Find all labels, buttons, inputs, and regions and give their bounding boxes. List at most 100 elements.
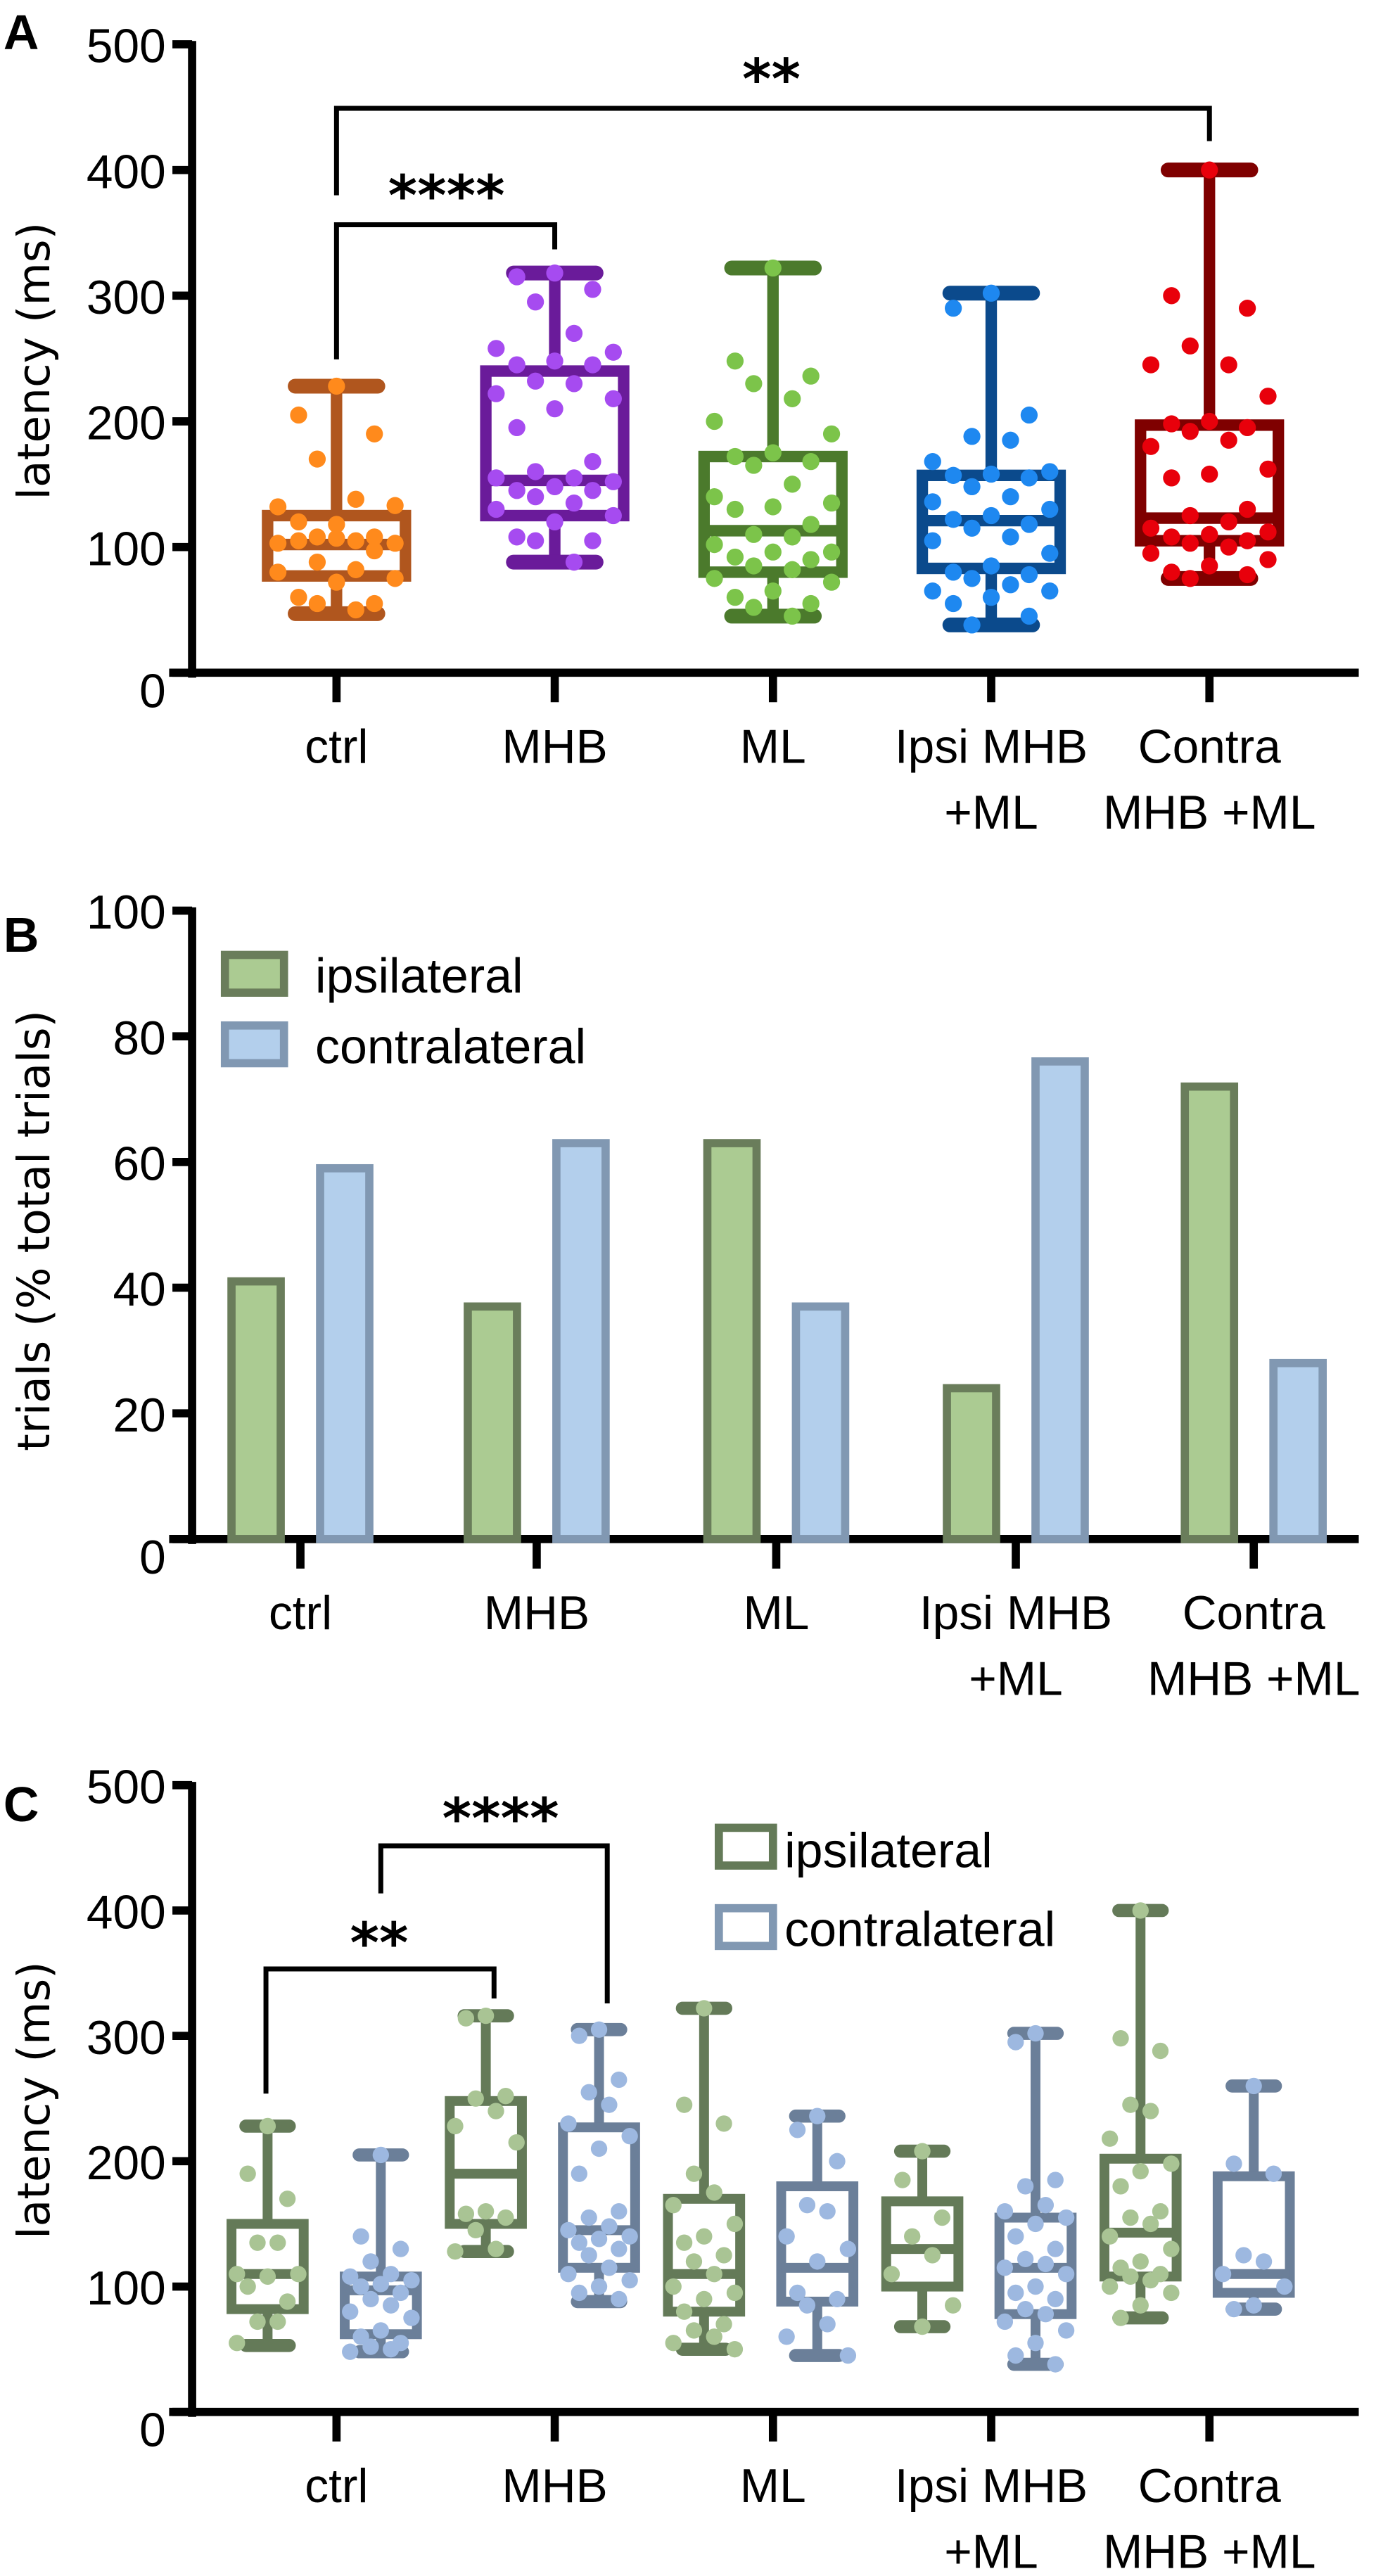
data-point: [328, 530, 345, 547]
data-point: [527, 463, 544, 480]
data-point: [802, 367, 820, 385]
data-point: [1259, 551, 1277, 568]
data-point: [1017, 2250, 1034, 2268]
x-tick-label: +ML: [969, 1652, 1062, 1705]
data-point: [392, 2284, 409, 2302]
data-point: [239, 2278, 256, 2295]
bar-contralateral: [1031, 1057, 1089, 1543]
data-point: [764, 543, 782, 561]
data-point: [584, 482, 601, 499]
data-point: [982, 465, 1000, 483]
data-point: [601, 2096, 618, 2113]
data-point: [383, 2297, 400, 2314]
data-point: [945, 466, 962, 484]
x-tick-label: ctrl: [305, 2460, 368, 2513]
data-point: [996, 2259, 1014, 2276]
y-tick-label: 300: [87, 272, 166, 324]
data-point: [508, 2134, 525, 2151]
data-point: [1007, 2228, 1024, 2245]
panel-label-a: A: [4, 5, 39, 60]
data-point: [822, 543, 841, 561]
data-point: [1112, 2309, 1129, 2326]
data-point: [715, 2247, 732, 2264]
x-tick-label: ctrl: [305, 721, 368, 774]
data-point: [1047, 2172, 1064, 2188]
data-point: [1201, 557, 1218, 575]
data-point: [945, 2297, 962, 2314]
data-point: [789, 2122, 806, 2138]
data-point: [386, 497, 404, 514]
box-plot: [881, 2143, 964, 2335]
data-point: [715, 2115, 732, 2132]
box-plot: [994, 2025, 1077, 2373]
data-point: [328, 377, 345, 395]
y-tick-label: 400: [87, 1887, 166, 1939]
data-point: [1002, 431, 1019, 449]
bar-contralateral: [316, 1163, 374, 1543]
data-point: [527, 293, 544, 311]
data-point: [366, 542, 383, 560]
data-point: [1002, 576, 1019, 594]
data-point: [1255, 2253, 1273, 2270]
data-point: [1220, 538, 1237, 556]
y-tick-label: 20: [113, 1389, 166, 1442]
data-point: [802, 516, 820, 533]
data-point: [1101, 2278, 1119, 2295]
x-tick-label: +ML: [944, 2525, 1038, 2576]
data-point: [403, 2271, 420, 2289]
data-point: [508, 419, 525, 437]
data-point: [914, 2318, 931, 2335]
legend-b: ipsilateral contralateral: [220, 948, 586, 1073]
data-point: [1201, 465, 1218, 483]
data-point: [1057, 2209, 1075, 2226]
data-point: [1002, 528, 1019, 546]
bracket-ctrl-mhb: [333, 222, 558, 359]
data-point: [386, 535, 404, 552]
data-point: [290, 406, 307, 424]
bracket-ctrl-mhb-contra: [378, 1843, 610, 2003]
data-point: [963, 428, 981, 445]
data-point: [1041, 500, 1059, 518]
y-axis-label-c: latency (ms): [8, 1961, 60, 2239]
data-point: [829, 2290, 846, 2308]
y-tick-label: 100: [87, 2262, 166, 2315]
data-point: [279, 2191, 296, 2207]
data-point: [982, 557, 1000, 575]
data-point: [1163, 2240, 1180, 2257]
box-plot: [1212, 2077, 1295, 2318]
data-point: [1132, 2253, 1149, 2270]
data-point: [546, 478, 563, 496]
data-point: [366, 594, 383, 613]
data-point: [685, 2253, 703, 2270]
data-point: [789, 2284, 806, 2302]
data-point: [822, 573, 841, 591]
data-point: [269, 2313, 286, 2330]
bar-contralateral: [1269, 1358, 1327, 1543]
box-plot: [916, 284, 1066, 634]
data-point: [1238, 419, 1256, 437]
data-point: [447, 2117, 464, 2135]
data-point: [392, 2240, 409, 2257]
data-point: [1238, 500, 1256, 518]
data-point: [1057, 2322, 1075, 2339]
data-point: [1142, 2215, 1159, 2233]
data-point: [675, 2234, 693, 2251]
data-point: [924, 453, 941, 471]
bar-ipsilateral: [464, 1302, 521, 1543]
data-point: [1181, 570, 1199, 587]
data-point: [229, 2266, 246, 2283]
data-point: [726, 447, 744, 466]
data-point: [934, 2209, 950, 2226]
data-point: [565, 494, 583, 512]
data-point: [665, 2278, 682, 2295]
data-point: [1152, 2042, 1169, 2060]
data-point: [1163, 2155, 1180, 2172]
data-point: [590, 2021, 608, 2038]
bar-contralateral: [791, 1302, 850, 1543]
data-point: [611, 2202, 628, 2220]
box-plot: [480, 264, 630, 571]
data-point: [601, 2259, 618, 2276]
data-point: [1235, 2247, 1252, 2264]
data-point: [527, 488, 544, 506]
data-point: [745, 525, 763, 543]
